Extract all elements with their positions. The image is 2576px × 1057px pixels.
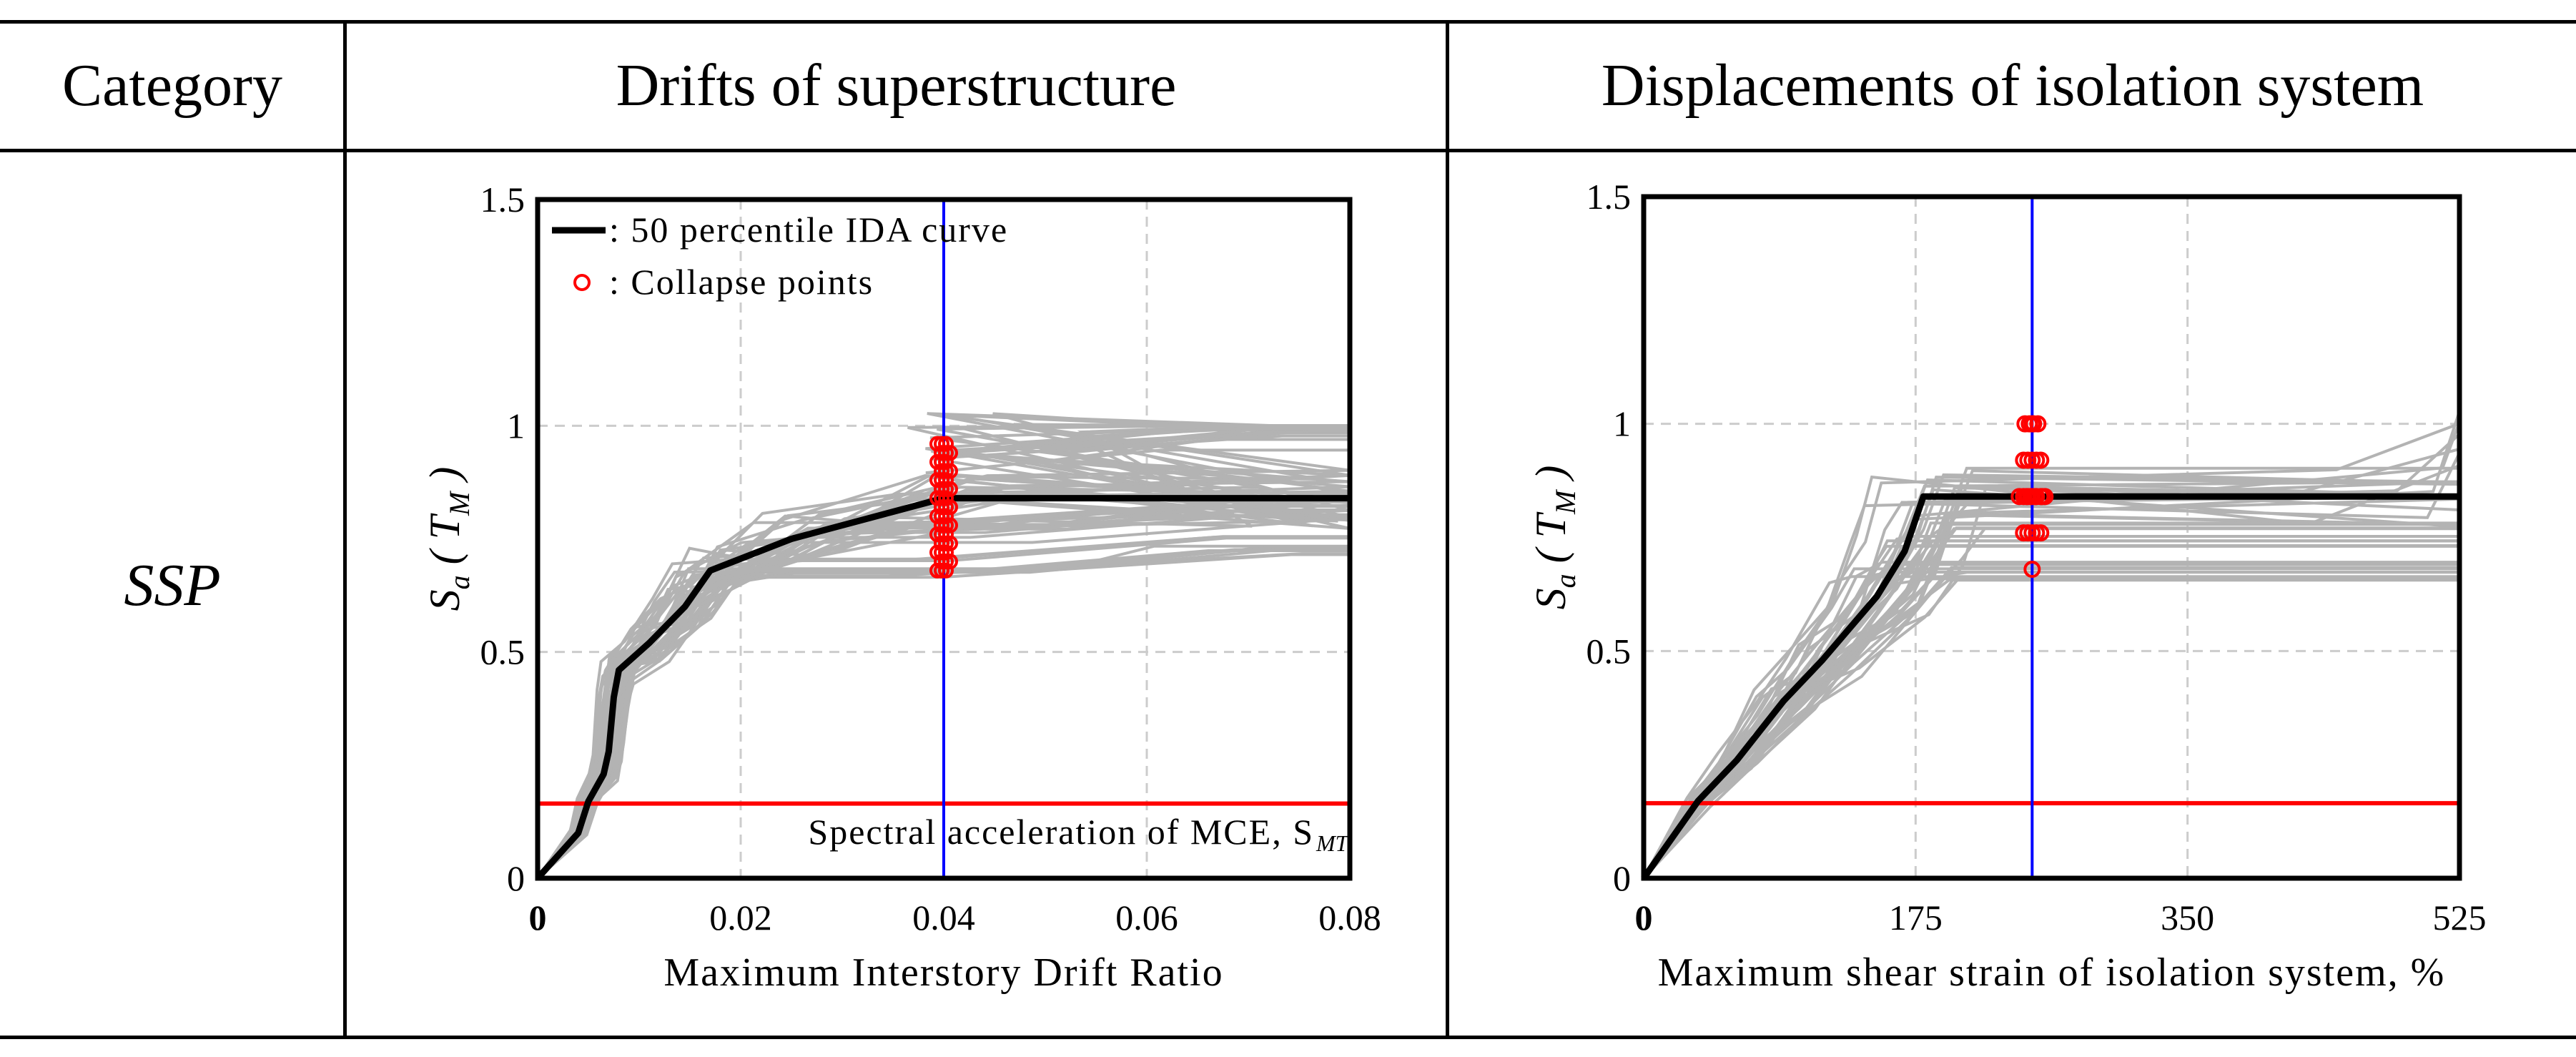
ida-record-curve [1642, 575, 2459, 879]
mce-annotation-subscript: MT [1316, 830, 1350, 856]
y-tick-label: 1 [507, 405, 525, 446]
chart-2: Sa ( TM ) [1527, 194, 2462, 881]
x-tick-label: 175 [1889, 898, 1943, 938]
ida-record-curve [1642, 571, 2459, 880]
median-ida-curve [535, 495, 1350, 881]
y-tick-label: 1.5 [1586, 177, 1632, 217]
x-axis-label: Maximum shear strain of isolation system… [1658, 950, 2446, 995]
ida-record-curve [1642, 421, 2461, 880]
collapse-point [2023, 415, 2041, 433]
chart-1: Sa ( TM ) MT [421, 197, 1353, 881]
collapse-point [2023, 560, 2041, 578]
y-tick-label: 0.5 [480, 632, 525, 672]
y-tick-label: 0.5 [1586, 631, 1632, 671]
column-divider-1 [343, 20, 347, 1039]
x-tick-label: 0.08 [1318, 898, 1381, 938]
header-drifts: Drifts of superstructure [616, 51, 1177, 119]
legend-collapse-swatch [573, 274, 591, 291]
collapse-point [2032, 524, 2050, 542]
mce-annotation: Spectral acceleration of MCE, S [808, 812, 1314, 852]
collapse-point [2022, 488, 2040, 506]
median-ida-curve [1641, 493, 2459, 880]
legend-collapse-label: : Collapse points [609, 262, 874, 302]
plot-frame [1641, 194, 2462, 881]
x-axis-label: Maximum Interstory Drift Ratio [663, 950, 1223, 995]
collapse-point [2033, 488, 2051, 506]
collapse-point [2032, 451, 2050, 469]
y-tick-label: 0 [507, 858, 525, 898]
legend-median-label: : 50 percentile IDA curve [609, 210, 1008, 250]
table-bottom-rule [0, 1036, 2576, 1039]
category-label: SSP [124, 552, 221, 619]
table-top-rule [0, 20, 2576, 24]
y-tick-label: 1.5 [480, 180, 525, 220]
x-tick-label: 0 [529, 898, 547, 938]
y-tick-label: 0 [1613, 858, 1631, 898]
collapse-point [2029, 415, 2047, 433]
x-tick-label: 525 [2433, 898, 2487, 938]
table-header-rule [0, 149, 2576, 152]
header-category: Category [62, 51, 282, 119]
ida-record-curve [536, 546, 1350, 880]
x-tick-label: 0 [1635, 898, 1653, 938]
collapse-point [938, 436, 954, 452]
header-displacements: Displacements of isolation system [1601, 51, 2424, 119]
ida-record-curve [1642, 459, 2461, 880]
column-divider-2 [1446, 20, 1449, 1039]
y-axis-label: Sa ( TM ) [421, 467, 475, 611]
x-tick-label: 0.06 [1115, 898, 1178, 938]
x-tick-label: 0.02 [709, 898, 772, 938]
y-axis-label: Sa ( TM ) [1527, 466, 1581, 610]
x-tick-label: 0.04 [912, 898, 975, 938]
plot-frame [535, 197, 1353, 881]
y-tick-label: 1 [1613, 404, 1631, 444]
x-tick-label: 350 [2161, 898, 2214, 938]
